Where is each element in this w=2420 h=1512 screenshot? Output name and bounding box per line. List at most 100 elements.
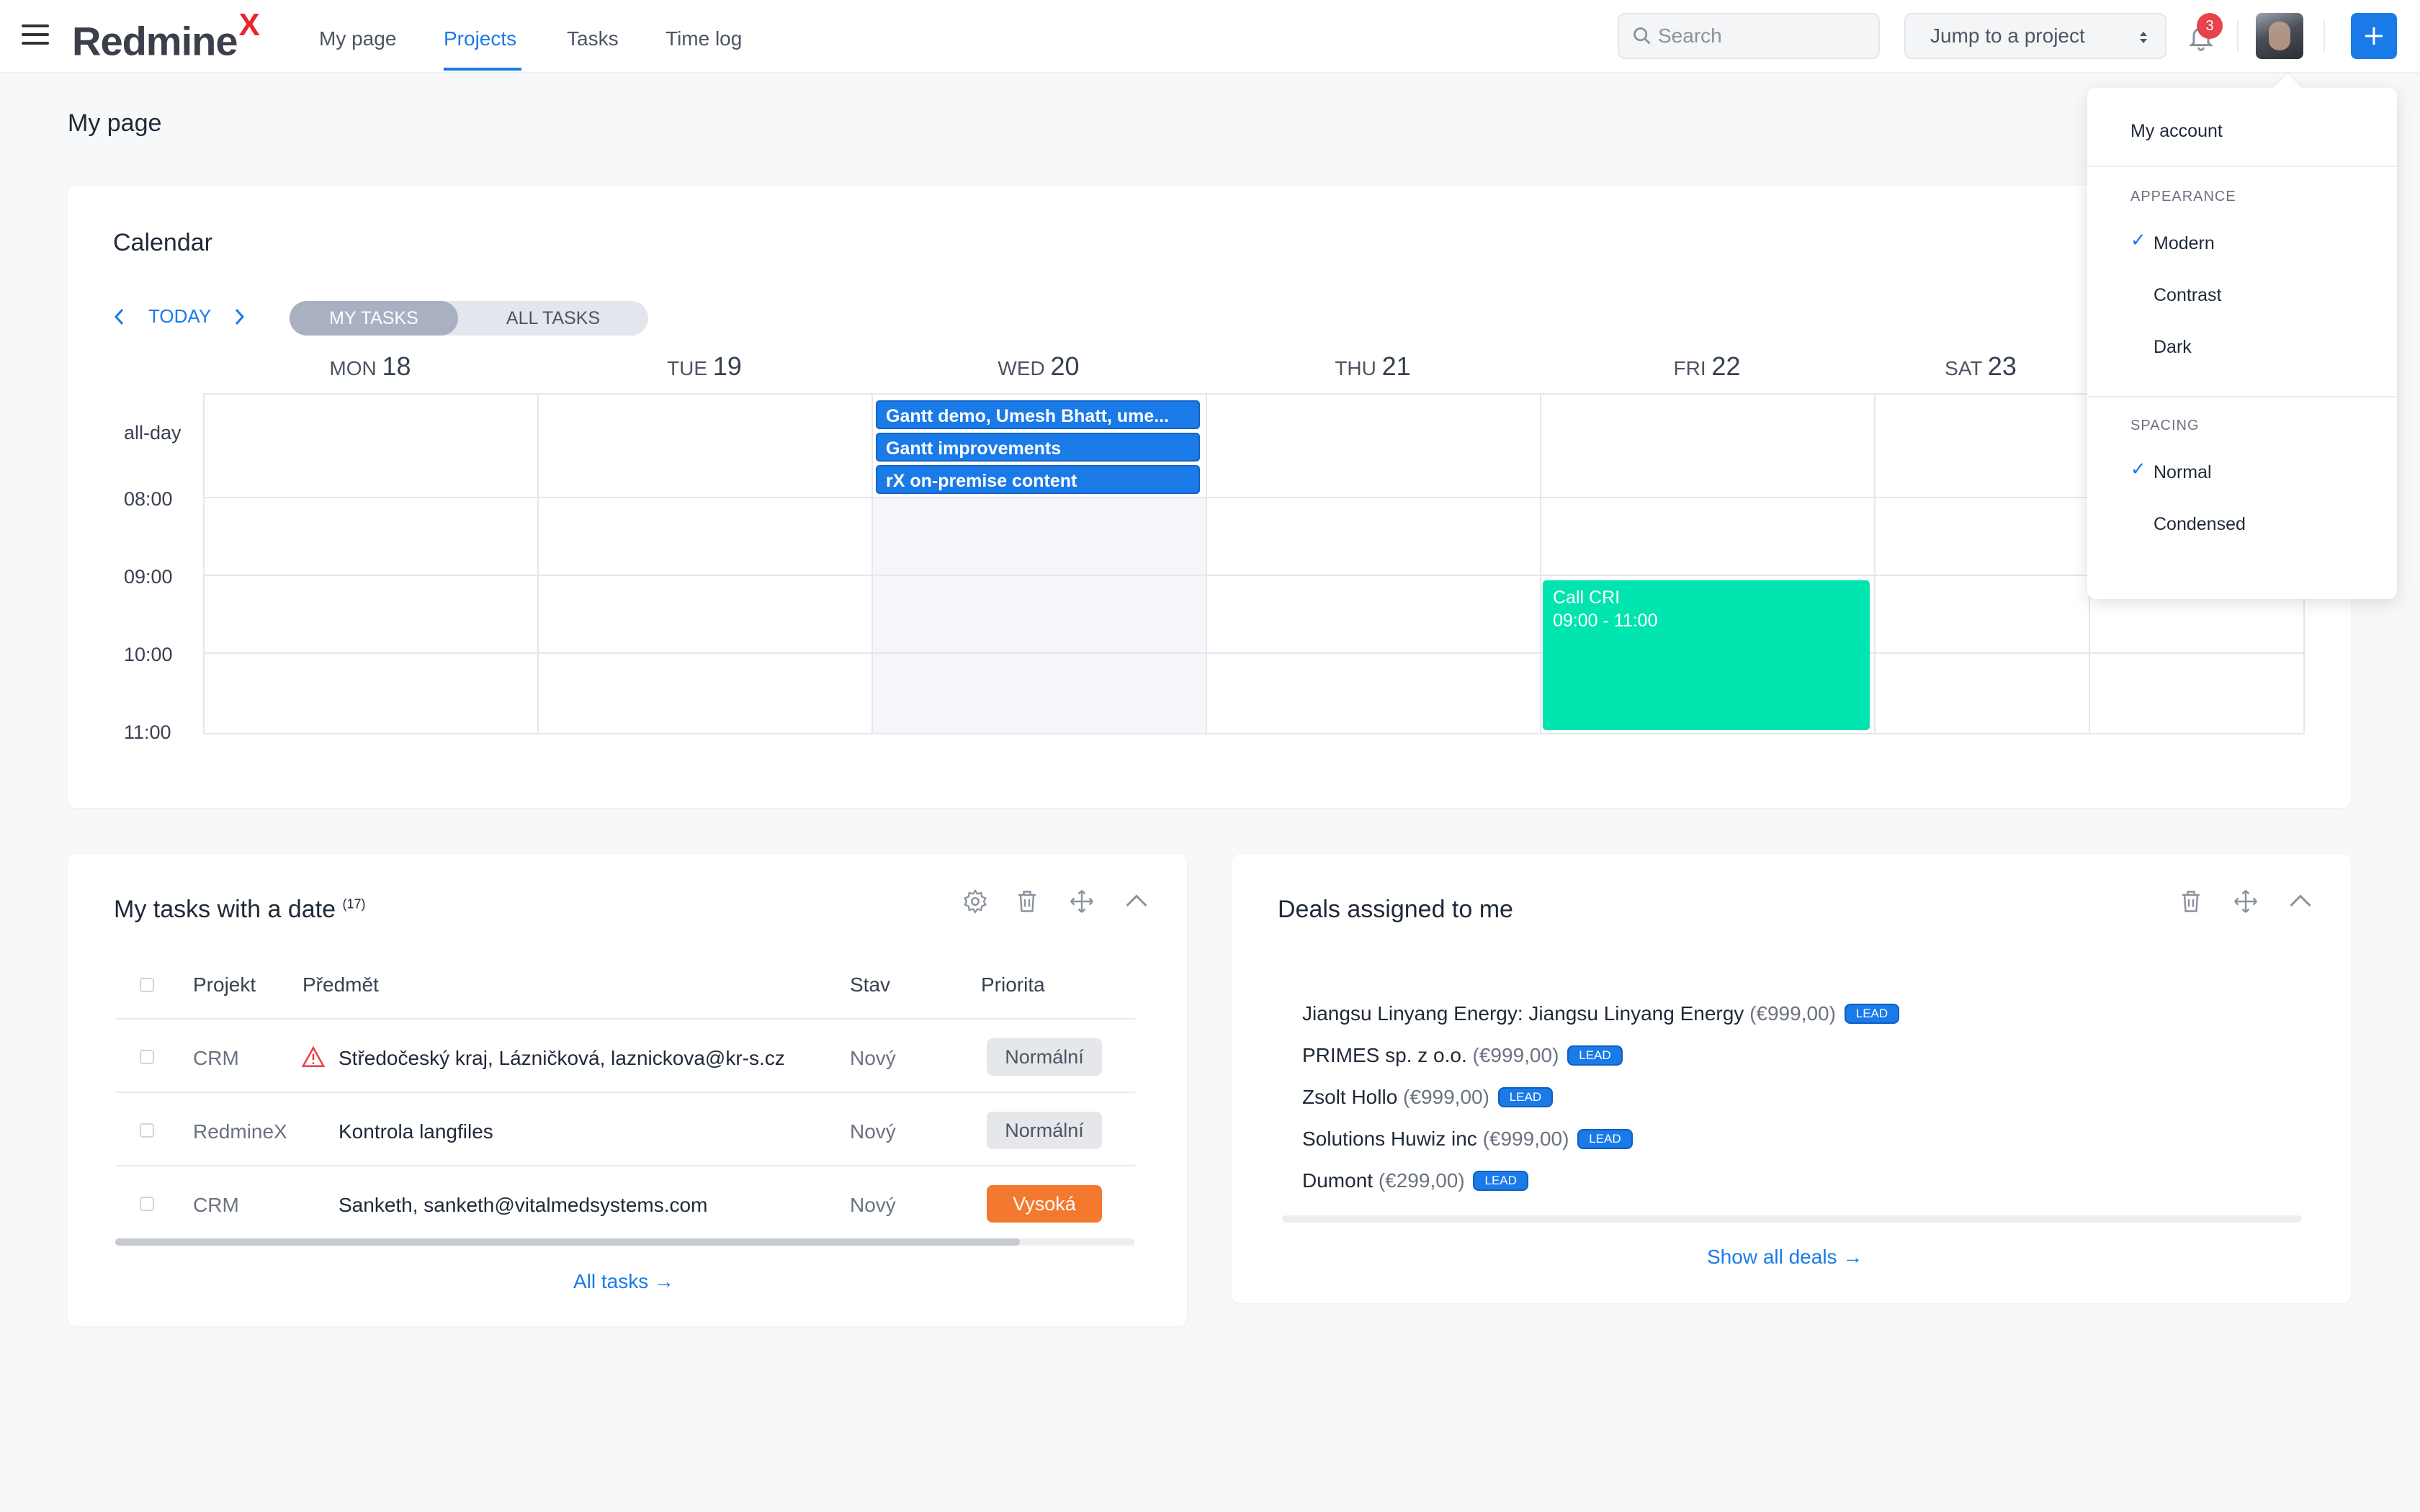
- user-menu-dropdown: My account APPEARANCE ✓ Modern Contrast …: [2087, 73, 2397, 599]
- appearance-section-label: APPEARANCE: [2130, 189, 2236, 204]
- divider: [115, 1092, 1135, 1093]
- priority-badge: Normální: [987, 1038, 1102, 1076]
- active-nav-indicator: [444, 68, 521, 71]
- avatar[interactable]: [2256, 13, 2303, 59]
- plus-icon: [2365, 27, 2383, 45]
- trash-icon[interactable]: [1014, 888, 1040, 914]
- appearance-option-dark[interactable]: Dark: [2154, 337, 2192, 357]
- add-new-button[interactable]: [2351, 13, 2397, 59]
- day-header: THU 21: [1335, 351, 1411, 381]
- time-label: 11:00: [124, 721, 171, 743]
- lead-badge: LEAD: [1497, 1087, 1554, 1107]
- search-icon: [1634, 27, 1651, 45]
- event-title: Call CRI: [1553, 588, 1621, 608]
- column-header[interactable]: Předmět: [302, 973, 379, 996]
- task-subject[interactable]: Kontrola langfiles: [339, 1120, 493, 1143]
- spacing-section-label: SPACING: [2130, 418, 2200, 433]
- nav-time-log[interactable]: Time log: [666, 27, 743, 50]
- nav-my-page[interactable]: My page: [319, 27, 397, 50]
- horizontal-scrollbar[interactable]: [1282, 1215, 2302, 1223]
- task-scope-toggle: MY TASKS ALL TASKS: [290, 301, 648, 336]
- deal-item[interactable]: Solutions Huwiz inc (€999,00) LEAD: [1302, 1128, 1633, 1151]
- appearance-option-contrast[interactable]: Contrast: [2154, 285, 2222, 305]
- collapse-icon[interactable]: [2287, 890, 2313, 913]
- page-title: My page: [68, 109, 162, 137]
- tasks-count: (17): [342, 896, 366, 912]
- chevron-left-icon[interactable]: [112, 307, 127, 327]
- search-placeholder: Search: [1658, 24, 1722, 47]
- task-project[interactable]: CRM: [193, 1194, 239, 1216]
- deal-item[interactable]: Dumont (€299,00) LEAD: [1302, 1169, 1528, 1192]
- priority-badge: Vysoká: [987, 1185, 1102, 1223]
- calendar-grid: [203, 393, 2305, 734]
- search-input[interactable]: Search: [1618, 13, 1880, 59]
- day-header: FRI 22: [1673, 351, 1741, 381]
- check-icon: ✓: [2130, 229, 2146, 251]
- day-header: MON 18: [329, 351, 411, 381]
- column-header[interactable]: Projekt: [193, 973, 256, 996]
- calendar-event-call-cri[interactable]: Call CRI 09:00 - 11:00: [1543, 580, 1870, 730]
- chevron-right-icon[interactable]: [232, 307, 246, 327]
- select-all-checkbox[interactable]: [140, 978, 154, 992]
- day-header: WED 20: [998, 351, 1080, 381]
- row-checkbox[interactable]: [140, 1123, 154, 1138]
- warning-icon: [301, 1045, 326, 1068]
- calendar-event[interactable]: Gantt improvements: [876, 433, 1200, 462]
- lead-badge: LEAD: [1577, 1129, 1633, 1149]
- my-account-item[interactable]: My account: [2130, 121, 2223, 141]
- move-icon[interactable]: [1069, 888, 1095, 914]
- calendar-event[interactable]: Gantt demo, Umesh Bhatt, ume...: [876, 400, 1200, 429]
- divider: [115, 1165, 1135, 1166]
- menu-icon[interactable]: [22, 24, 49, 46]
- column-header[interactable]: Priorita: [981, 973, 1045, 996]
- nav-tasks[interactable]: Tasks: [567, 27, 619, 50]
- priority-badge: Normální: [987, 1112, 1102, 1149]
- task-subject[interactable]: Středočeský kraj, Lázničková, laznickova…: [339, 1047, 785, 1069]
- logo[interactable]: RedmineX: [72, 7, 260, 64]
- my-tasks-toggle[interactable]: MY TASKS: [290, 301, 458, 336]
- task-status: Nový: [850, 1047, 896, 1069]
- column-header[interactable]: Stav: [850, 973, 891, 996]
- task-project[interactable]: RedmineX: [193, 1120, 287, 1143]
- deal-item[interactable]: Jiangsu Linyang Energy: Jiangsu Linyang …: [1302, 1002, 1900, 1025]
- tasks-card: [68, 854, 1187, 1326]
- lead-badge: LEAD: [1473, 1171, 1528, 1191]
- lead-badge: LEAD: [1567, 1045, 1623, 1066]
- trash-icon[interactable]: [2178, 888, 2204, 914]
- today-button[interactable]: TODAY: [148, 305, 212, 327]
- show-all-deals-link[interactable]: Show all deals →: [1707, 1246, 1863, 1268]
- jump-label: Jump to a project: [1930, 24, 2085, 47]
- all-tasks-toggle[interactable]: ALL TASKS: [506, 308, 601, 328]
- row-checkbox[interactable]: [140, 1050, 154, 1064]
- top-bar: RedmineX My page Projects Tasks Time log…: [0, 0, 2420, 72]
- day-header: TUE 19: [667, 351, 742, 381]
- all-tasks-link[interactable]: All tasks →: [573, 1270, 675, 1292]
- time-label: 10:00: [124, 644, 173, 665]
- time-label: 08:00: [124, 488, 173, 510]
- row-checkbox[interactable]: [140, 1197, 154, 1211]
- gear-icon[interactable]: [962, 888, 988, 914]
- move-icon[interactable]: [2233, 888, 2259, 914]
- lead-badge: LEAD: [1844, 1004, 1900, 1024]
- deal-item[interactable]: PRIMES sp. z o.o. (€999,00) LEAD: [1302, 1044, 1623, 1067]
- collapse-icon[interactable]: [1124, 890, 1150, 913]
- arrow-right-icon: →: [1842, 1246, 1863, 1268]
- deals-card: [1232, 854, 2351, 1303]
- spacing-option-normal[interactable]: Normal: [2154, 462, 2212, 482]
- task-subject[interactable]: Sanketh, sanketh@vitalmedsystems.com: [339, 1194, 708, 1216]
- today-column: [873, 498, 1207, 733]
- deal-item[interactable]: Zsolt Hollo (€999,00) LEAD: [1302, 1086, 1554, 1109]
- day-header: SAT 23: [1945, 351, 2017, 381]
- appearance-option-modern[interactable]: Modern: [2154, 233, 2215, 253]
- spacing-option-condensed[interactable]: Condensed: [2154, 514, 2246, 534]
- tasks-title: My tasks with a date (17): [114, 896, 366, 923]
- divider: [2237, 20, 2238, 52]
- nav-projects[interactable]: Projects: [444, 27, 517, 50]
- notification-badge: 3: [2197, 13, 2223, 39]
- calendar-event[interactable]: rX on-premise content: [876, 465, 1200, 494]
- event-time: 09:00 - 11:00: [1553, 611, 1658, 631]
- task-project[interactable]: CRM: [193, 1047, 239, 1069]
- check-icon: ✓: [2130, 458, 2146, 480]
- horizontal-scrollbar[interactable]: [115, 1238, 1135, 1246]
- jump-to-project-select[interactable]: Jump to a project: [1904, 13, 2166, 59]
